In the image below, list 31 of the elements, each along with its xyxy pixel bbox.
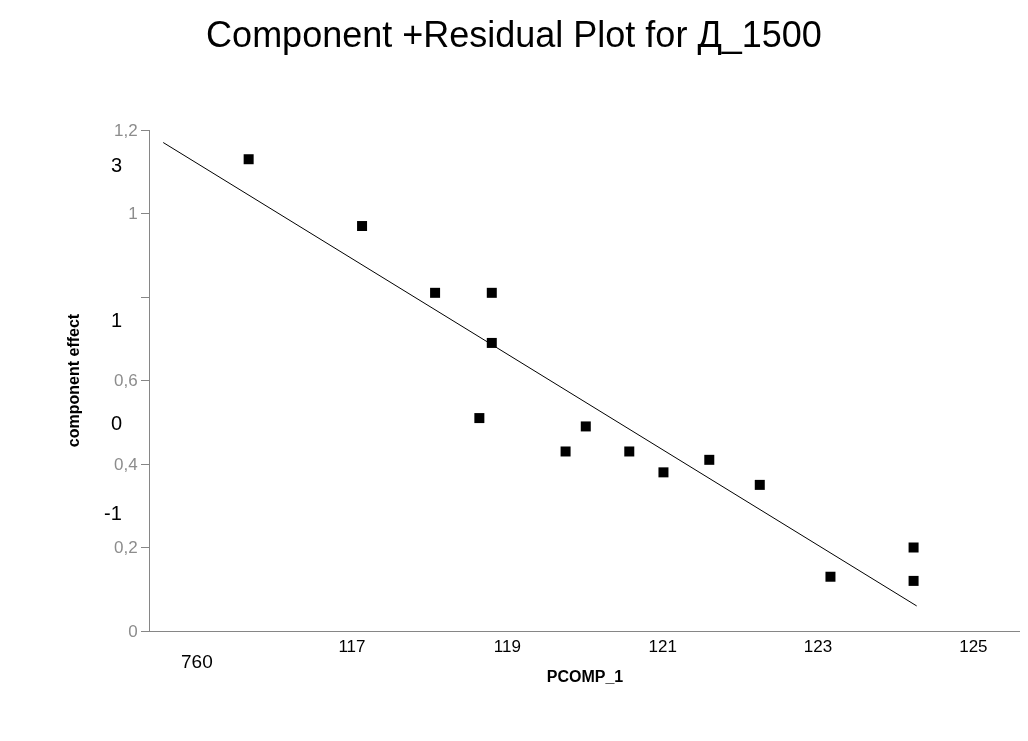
y-tick-label: 1 xyxy=(128,204,138,224)
point xyxy=(580,421,591,432)
y-tick-label: 0,4 xyxy=(113,454,138,474)
y-tick-label: 0 xyxy=(128,621,138,641)
point xyxy=(908,575,919,586)
point xyxy=(704,454,715,465)
x-tick-label: 117 xyxy=(338,637,366,657)
x-tick-label: 119 xyxy=(493,637,521,657)
point xyxy=(243,154,254,165)
point xyxy=(430,287,441,298)
point xyxy=(754,479,765,490)
x-tick-label: 123 xyxy=(803,637,833,657)
y-axis-title: component effect xyxy=(64,313,82,448)
point xyxy=(486,287,497,298)
y-tick-label: 0,6 xyxy=(113,371,138,391)
x-tick-label: 121 xyxy=(648,637,677,657)
x-tick-label: 125 xyxy=(959,637,988,657)
text: 760 xyxy=(181,651,213,672)
text: 3 xyxy=(111,154,123,176)
point xyxy=(825,571,836,582)
point xyxy=(357,221,368,232)
point xyxy=(474,413,485,424)
point xyxy=(624,446,635,457)
x-axis-title: PCOMP_1 xyxy=(546,668,624,686)
point xyxy=(908,542,919,553)
point xyxy=(560,446,571,457)
chart-title: Component +Residual Plot for Д_1500 xyxy=(206,14,822,56)
point xyxy=(658,467,669,478)
y-tick-label: 0,2 xyxy=(113,538,138,558)
y-tick-label: 1,2 xyxy=(113,120,138,140)
text: -1 xyxy=(104,502,122,524)
